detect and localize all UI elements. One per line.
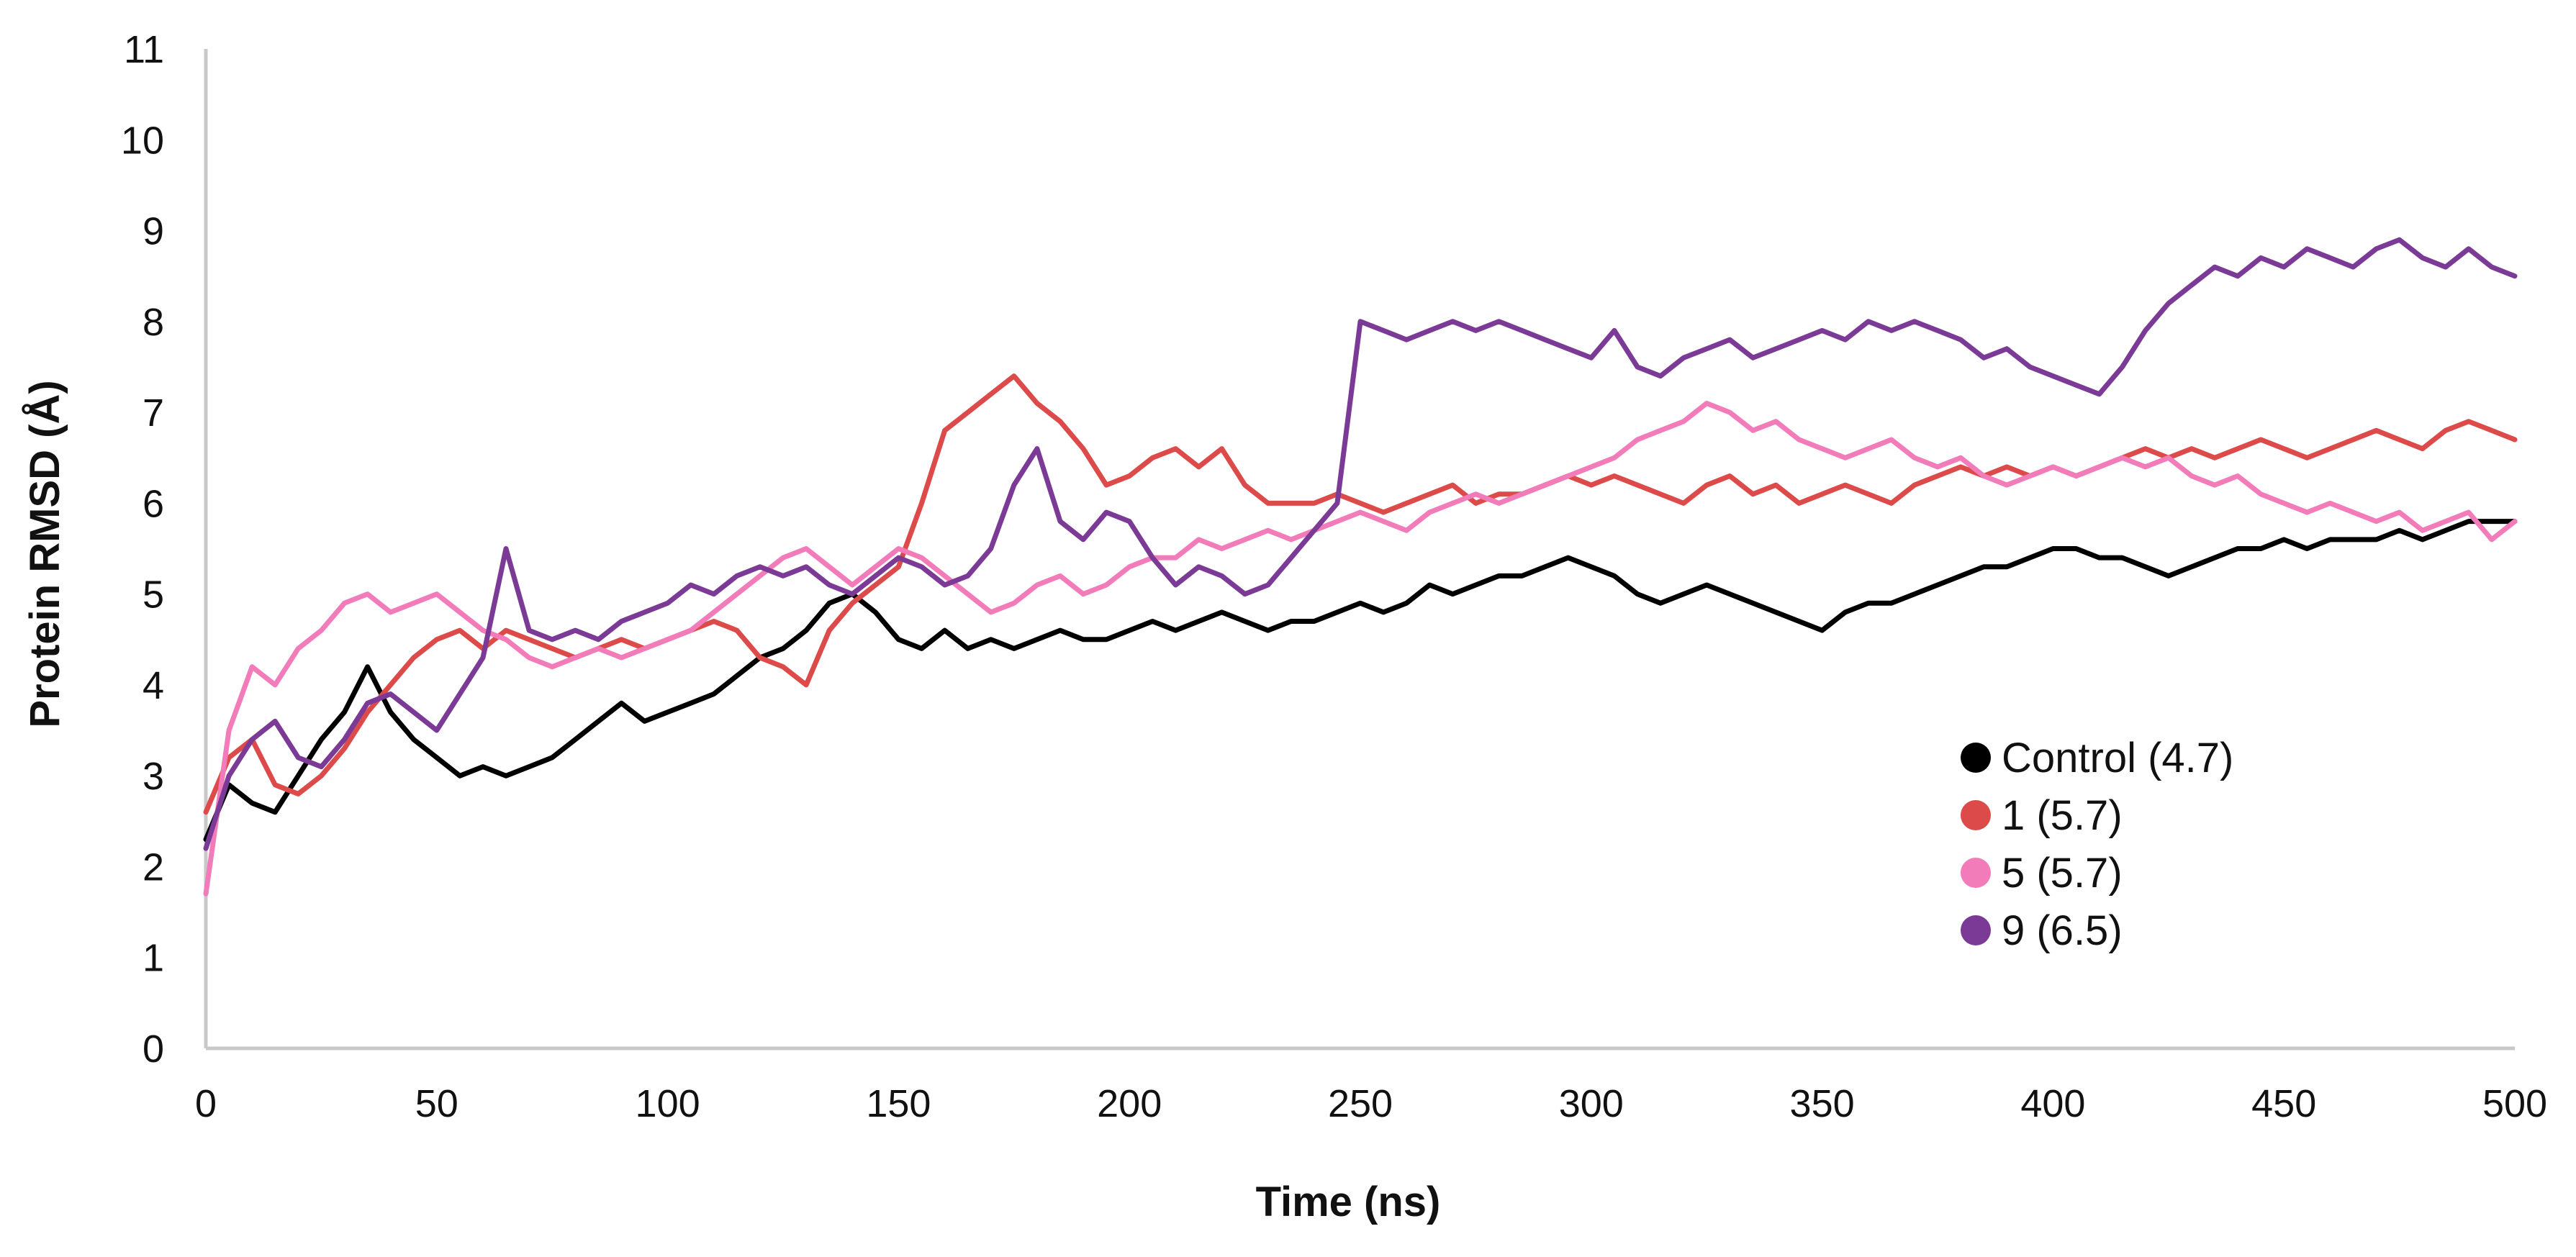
x-tick-label: 350: [1790, 1082, 1855, 1125]
legend-marker: [1961, 743, 1991, 773]
x-tick-label: 250: [1328, 1082, 1393, 1125]
x-axis: 0 50 100 150 200 250 300 350 400 450 500: [195, 1046, 2547, 1125]
x-tick-label: 200: [1097, 1082, 1162, 1125]
series-line-3: [203, 401, 2518, 897]
series-line-4: [203, 237, 2518, 851]
x-tick-label: 0: [195, 1082, 217, 1125]
y-tick-label: 6: [143, 482, 164, 525]
legend-label: 5 (5.7): [2002, 850, 2123, 897]
series-line-1: [203, 519, 2518, 843]
legend-label: Control (4.7): [2002, 735, 2233, 781]
legend-marker: [1961, 800, 1991, 830]
x-axis-title: Time (ns): [1256, 1179, 1441, 1225]
x-tick-label: 150: [866, 1082, 931, 1125]
y-tick-label: 7: [143, 391, 164, 435]
y-axis-title: Protein RMSD (Å): [22, 380, 68, 727]
y-tick-label: 11: [124, 28, 164, 71]
y-axis: 0 1 2 3 4 5 6 7 8 9 10 11: [121, 28, 208, 1071]
y-tick-label: 4: [143, 664, 164, 707]
legend-marker: [1961, 915, 1991, 945]
legend-marker: [1961, 858, 1991, 888]
legend-label: 9 (6.5): [2002, 907, 2123, 954]
y-tick-label: 5: [143, 573, 164, 617]
y-tick-label: 8: [143, 301, 164, 344]
legend: Control (4.7) 1 (5.7) 5 (5.7) 9 (6.5): [1961, 735, 2233, 954]
series-lines: [203, 237, 2518, 897]
y-tick-label: 0: [143, 1027, 164, 1071]
y-tick-label: 9: [143, 210, 164, 253]
legend-label: 1 (5.7): [2002, 792, 2123, 839]
y-tick-label: 1: [143, 937, 164, 980]
x-tick-label: 50: [415, 1082, 458, 1125]
x-tick-label: 500: [2482, 1082, 2547, 1125]
y-tick-label: 10: [121, 119, 164, 162]
x-tick-label: 400: [2020, 1082, 2085, 1125]
x-tick-label: 100: [636, 1082, 700, 1125]
y-tick-label: 3: [143, 755, 164, 798]
x-tick-label: 450: [2251, 1082, 2316, 1125]
x-tick-label: 300: [1559, 1082, 1624, 1125]
y-tick-label: 2: [143, 845, 164, 889]
